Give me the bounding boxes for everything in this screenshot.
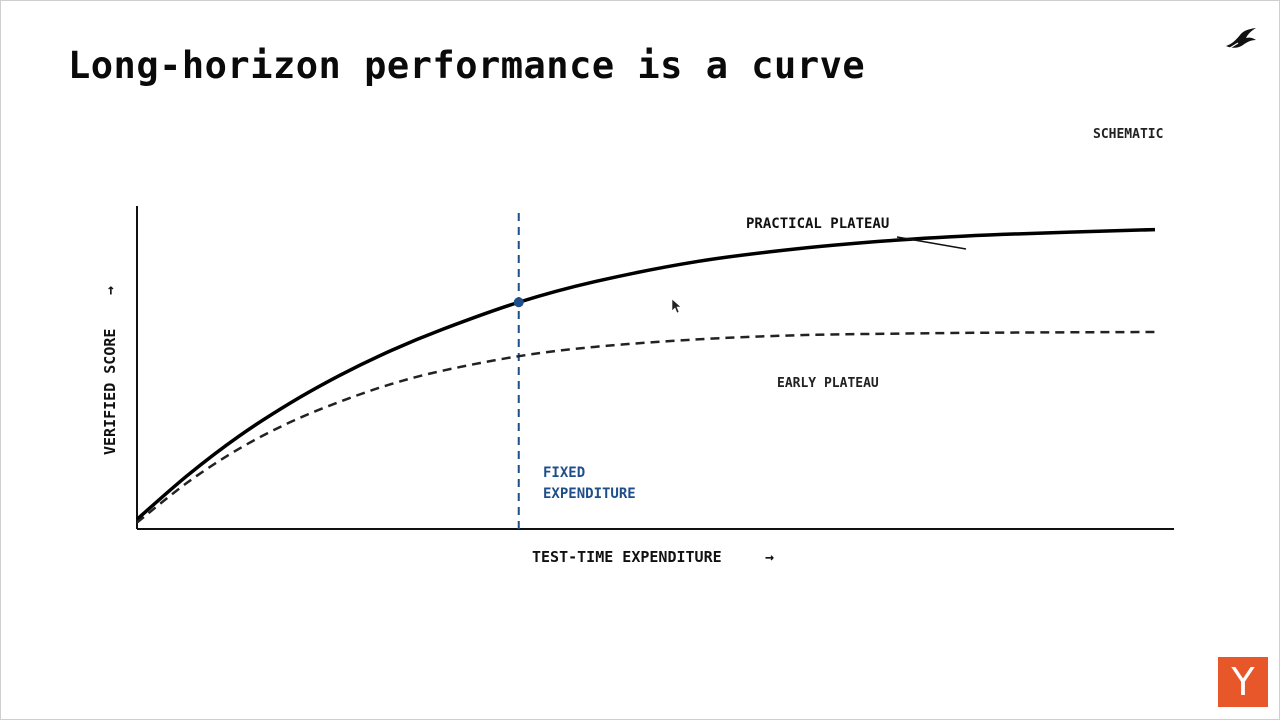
series-line-early	[136, 330, 1156, 524]
x-axis-arrow: →	[765, 548, 774, 566]
y-logo: Y	[1218, 657, 1268, 707]
schematic-badge: SCHEMATIC	[1093, 127, 1164, 142]
early-plateau-label: EARLY PLATEAU	[777, 376, 879, 391]
marker-point	[513, 297, 524, 308]
x-axis-label: TEST-TIME EXPENDITURE	[532, 548, 722, 566]
practical-plateau-leader	[896, 236, 967, 250]
bird-icon	[1226, 28, 1256, 49]
slide-title: Long-horizon performance is a curve	[68, 44, 866, 87]
fixed-expenditure-label-1: FIXED	[543, 465, 585, 481]
y-axis-arrow: →	[101, 286, 119, 295]
practical-plateau-label: PRACTICAL PLATEAU	[746, 216, 889, 232]
y-axis-label: VERIFIED SCORE	[101, 329, 119, 455]
fixed-expenditure-label-2: EXPENDITURE	[543, 486, 636, 502]
series-line-practical	[135, 227, 1156, 521]
mouse-cursor-icon	[671, 298, 682, 314]
